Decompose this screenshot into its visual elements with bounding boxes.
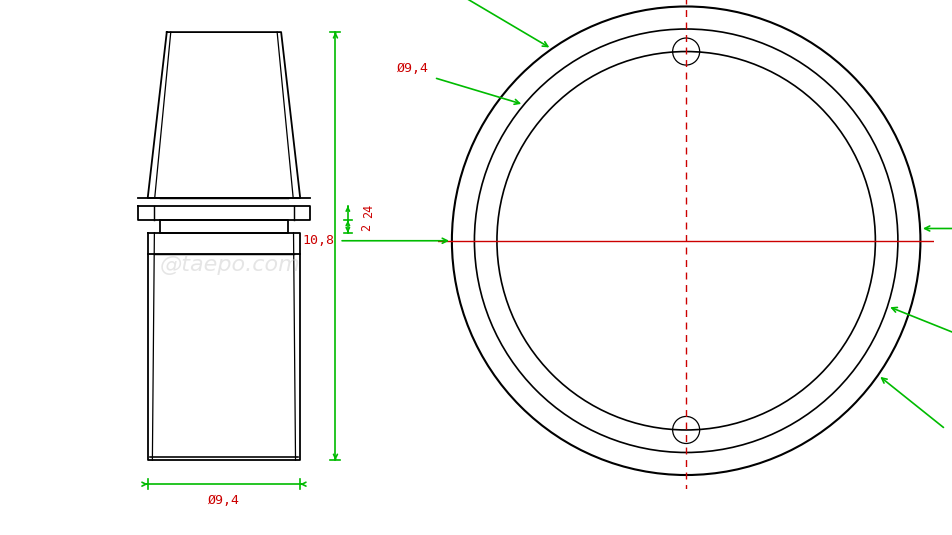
Text: 2: 2 (360, 224, 373, 231)
Text: Ø9,4: Ø9,4 (208, 494, 240, 507)
Text: 24: 24 (362, 204, 375, 218)
Text: @taepo.com: @taepo.com (159, 255, 300, 275)
Text: Ø9,4: Ø9,4 (397, 63, 429, 75)
Text: 10,8: 10,8 (303, 234, 334, 247)
